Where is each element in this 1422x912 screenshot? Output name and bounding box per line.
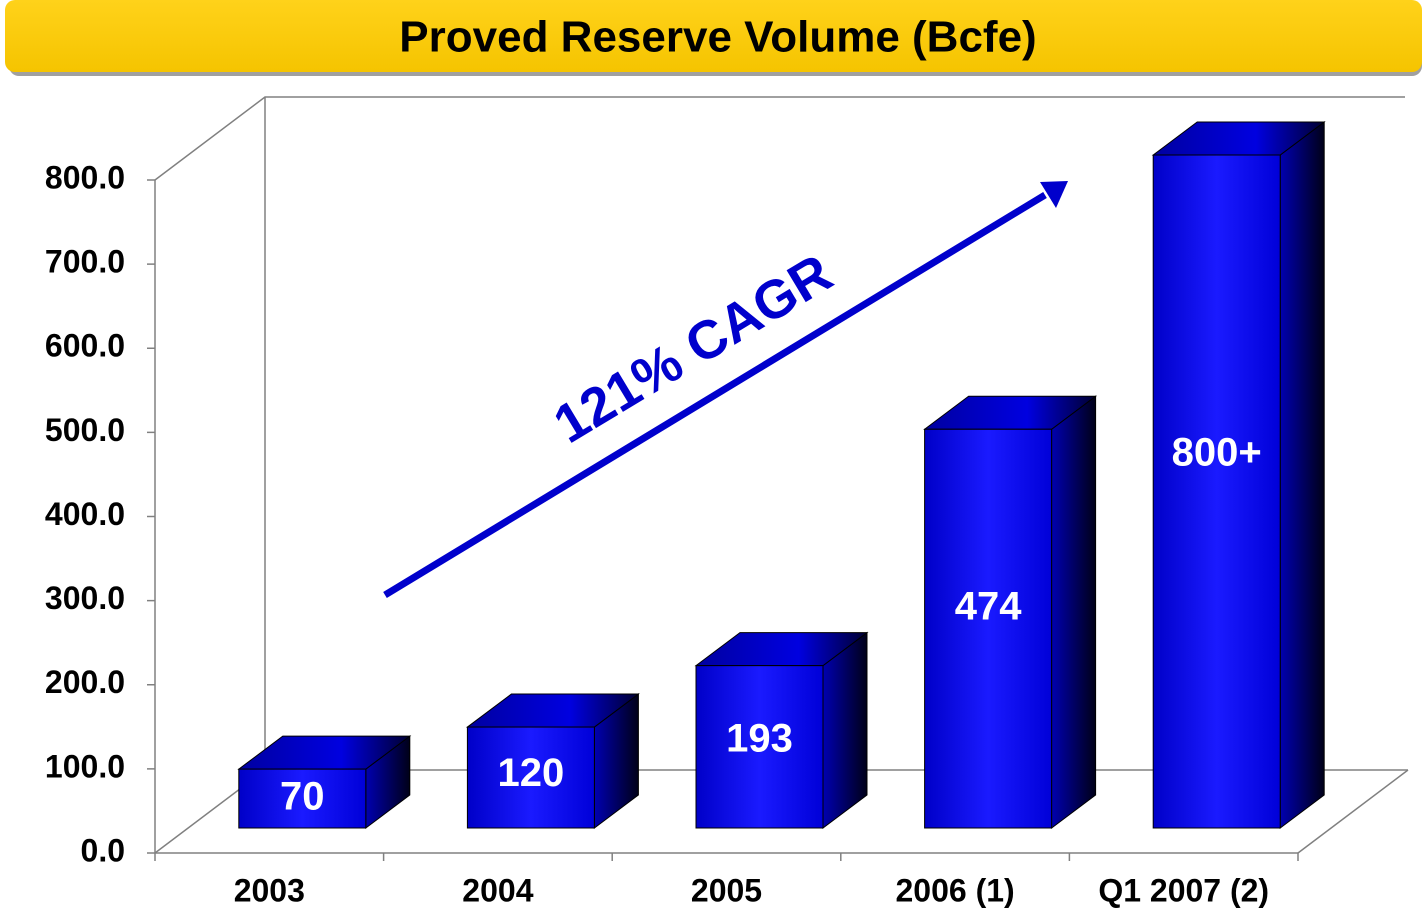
- y-tick-label: 800.0: [45, 159, 125, 195]
- value-label: 120: [498, 751, 565, 795]
- y-tick-label: 0.0: [81, 832, 125, 868]
- y-tick-label: 600.0: [45, 328, 125, 364]
- x-tick-label: 2003: [234, 872, 305, 908]
- y-tick-label: 300.0: [45, 580, 125, 616]
- y-tick-label: 100.0: [45, 748, 125, 784]
- value-label: 800+: [1172, 431, 1262, 475]
- title-banner: [5, 0, 1422, 72]
- x-tick-label: Q1 2007 (2): [1098, 872, 1269, 908]
- y-tick-label: 200.0: [45, 664, 125, 700]
- bar: [924, 428, 1053, 829]
- value-label: 70: [280, 775, 325, 819]
- value-label: 474: [955, 584, 1022, 628]
- y-tick-label: 700.0: [45, 244, 125, 280]
- arrow-head: [1040, 181, 1068, 208]
- trend-arrow: [383, 192, 1047, 598]
- x-tick-label: 2006 (1): [896, 872, 1015, 908]
- y-tick-label: 400.0: [45, 496, 125, 532]
- bar: [1152, 154, 1281, 829]
- bar: [238, 768, 367, 829]
- x-tick-label: 2005: [691, 872, 762, 908]
- chart-title: Proved Reserve Volume (Bcfe): [399, 13, 1036, 62]
- bar: [695, 665, 824, 829]
- y-tick-label: 500.0: [45, 412, 125, 448]
- bar-side: [1051, 395, 1097, 829]
- bar-side: [822, 631, 868, 829]
- bar-side: [1279, 121, 1325, 829]
- bar: [466, 726, 595, 829]
- value-label: 193: [726, 717, 793, 761]
- x-tick-label: 2004: [462, 872, 533, 908]
